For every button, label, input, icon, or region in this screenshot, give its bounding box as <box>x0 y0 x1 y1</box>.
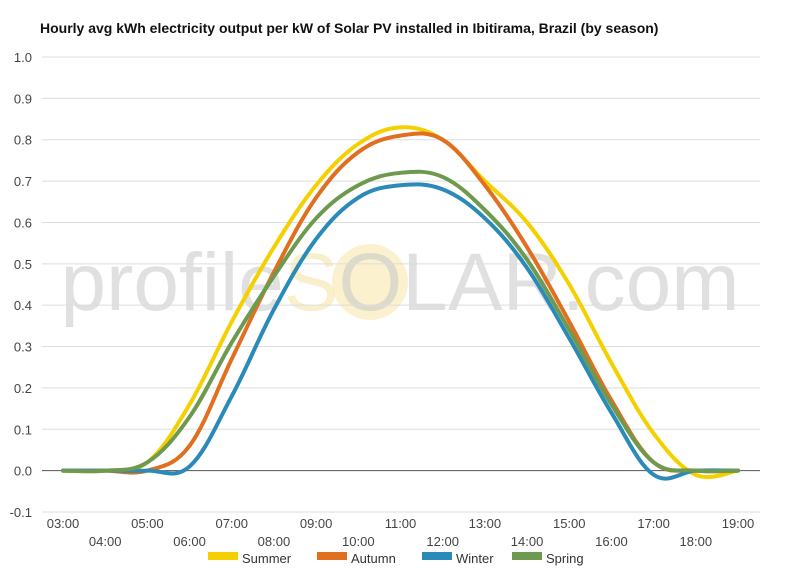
x-tick-label: 03:00 <box>47 516 80 531</box>
watermark-text: profileSOLAR.com <box>60 237 739 328</box>
y-axis: -0.1 0.0 0.1 0.2 0.3 0.4 0.5 0.6 0.7 0.8 0.9 1.0 <box>10 50 32 520</box>
legend-label: Spring <box>546 551 584 566</box>
watermark-sun-letter: S <box>284 237 339 328</box>
x-tick-label: 08:00 <box>258 534 291 549</box>
x-tick-label: 11:00 <box>385 516 417 531</box>
y-tick-label: 0.4 <box>14 298 32 313</box>
y-tick-label: 0.3 <box>14 340 32 355</box>
y-tick-label: 0.6 <box>14 215 32 230</box>
legend-label: Summer <box>242 551 292 566</box>
legend-label: Winter <box>456 551 494 566</box>
watermark: profileSOLAR.com <box>60 237 739 328</box>
y-tick-label: 0.2 <box>14 381 32 396</box>
legend: Summer Autumn Winter Spring <box>208 551 584 566</box>
legend-swatch <box>317 552 347 560</box>
x-tick-label: 19:00 <box>722 516 755 531</box>
legend-swatch <box>208 552 238 560</box>
x-tick-label: 06:00 <box>173 534 206 549</box>
series-line-spring <box>61 169 740 474</box>
y-tick-label: 0.5 <box>14 257 32 272</box>
x-tick-label: 09:00 <box>300 516 333 531</box>
x-tick-label: 05:00 <box>131 516 164 531</box>
y-tick-label: 0.8 <box>14 133 32 148</box>
legend-swatch <box>512 552 542 560</box>
chart-title: Hourly avg kWh electricity output per kW… <box>40 20 658 36</box>
y-tick-label: 0.9 <box>14 91 32 106</box>
series-lines <box>61 125 740 481</box>
y-tick-label: 0.7 <box>14 174 32 189</box>
series-line-winter <box>61 182 740 481</box>
series-line-summer <box>61 125 740 480</box>
x-tick-label: 15:00 <box>553 516 586 531</box>
x-tick-label: 18:00 <box>680 534 713 549</box>
watermark-right: OLAR.com <box>339 237 740 328</box>
legend-label: Autumn <box>351 551 396 566</box>
x-tick-label: 12:00 <box>426 534 459 549</box>
legend-item-autumn[interactable]: Autumn <box>317 551 396 566</box>
legend-item-winter[interactable]: Winter <box>422 551 494 566</box>
watermark-left: profile <box>60 237 283 328</box>
y-tick-label: 0.1 <box>14 422 32 437</box>
x-tick-label: 04:00 <box>89 534 122 549</box>
x-axis: 03:00 04:00 05:00 06:00 07:00 08:00 09:00 10:00… <box>47 516 755 549</box>
legend-item-summer[interactable]: Summer <box>208 551 292 566</box>
y-tick-label: 1.0 <box>14 50 32 65</box>
x-tick-label: 07:00 <box>215 516 248 531</box>
x-tick-label: 16:00 <box>595 534 628 549</box>
x-tick-label: 10:00 <box>342 534 375 549</box>
x-tick-label: 13:00 <box>469 516 502 531</box>
legend-item-spring[interactable]: Spring <box>512 551 584 566</box>
x-tick-label: 17:00 <box>637 516 670 531</box>
watermark-sun-icon <box>332 244 408 320</box>
y-tick-label: 0.0 <box>14 464 32 479</box>
legend-swatch <box>422 552 452 560</box>
gridlines <box>42 56 760 513</box>
x-tick-label: 14:00 <box>511 534 544 549</box>
y-tick-label: -0.1 <box>10 505 32 520</box>
